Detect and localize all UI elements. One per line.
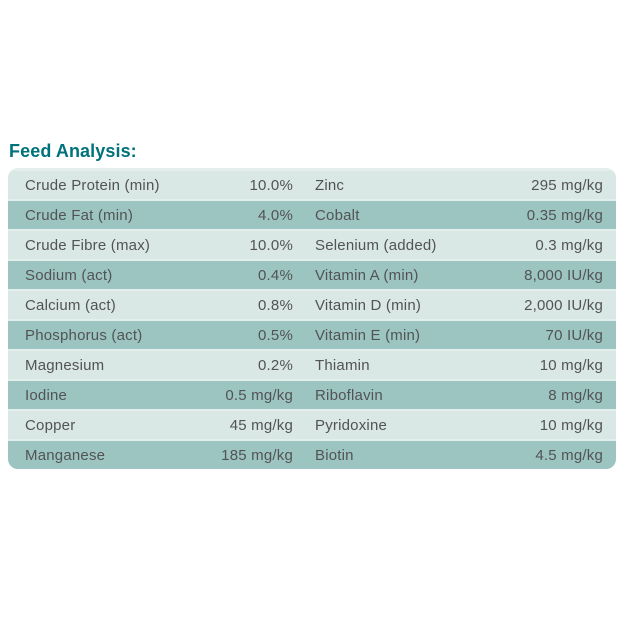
nutrient-value: 70 IU/kg [545, 326, 603, 344]
nutrient-value: 0.3 mg/kg [535, 236, 603, 254]
table-row: Manganese 185 mg/kg Biotin 4.5 mg/kg [8, 441, 616, 469]
nutrient-value: 45 mg/kg [229, 416, 293, 434]
table-row: Magnesium 0.2% Thiamin 10 mg/kg [8, 351, 616, 379]
nutrient-value: 185 mg/kg [221, 446, 293, 464]
nutrient-value: 2,000 IU/kg [524, 296, 603, 314]
nutrient-label: Cobalt [315, 206, 360, 224]
nutrient-label: Pyridoxine [315, 416, 388, 434]
nutrient-value: 4.5 mg/kg [535, 446, 603, 464]
nutrient-value: 8,000 IU/kg [524, 266, 603, 284]
nutrient-value: 10 mg/kg [539, 416, 603, 434]
nutrient-label: Zinc [315, 176, 345, 194]
nutrient-label: Iodine [25, 386, 68, 404]
nutrient-label: Vitamin D (min) [315, 296, 422, 314]
table-row: Crude Fat (min) 4.0% Cobalt 0.35 mg/kg [8, 201, 616, 229]
nutrient-value: 10 mg/kg [539, 356, 603, 374]
nutrient-label: Riboflavin [315, 386, 383, 404]
nutrient-value: 0.8% [258, 296, 293, 314]
table-row: Iodine 0.5 mg/kg Riboflavin 8 mg/kg [8, 381, 616, 409]
nutrient-value: 0.35 mg/kg [526, 206, 603, 224]
nutrient-label: Thiamin [315, 356, 370, 374]
nutrient-value: 8 mg/kg [548, 386, 603, 404]
nutrient-label: Biotin [315, 446, 354, 464]
feed-analysis-title: Feed Analysis: [9, 141, 137, 161]
nutrient-value: 10.0% [249, 176, 293, 194]
table-row: Copper 45 mg/kg Pyridoxine 10 mg/kg [8, 411, 616, 439]
nutrient-label: Sodium (act) [25, 266, 113, 284]
nutrient-value: 4.0% [258, 206, 293, 224]
table-row: Crude Protein (min) 10.0% Zinc 295 mg/kg [8, 171, 616, 199]
nutrient-label: Crude Fibre (max) [25, 236, 151, 254]
table-row: Phosphorus (act) 0.5% Vitamin E (min) 70… [8, 321, 616, 349]
nutrient-value: 0.2% [258, 356, 293, 374]
nutrient-value: 0.5% [258, 326, 293, 344]
nutrient-value: 0.5 mg/kg [225, 386, 293, 404]
nutrient-label: Manganese [25, 446, 106, 464]
nutrient-label: Vitamin A (min) [315, 266, 419, 284]
nutrient-label: Crude Protein (min) [25, 176, 160, 194]
nutrient-value: 10.0% [249, 236, 293, 254]
nutrient-value: 295 mg/kg [531, 176, 603, 194]
table-row: Sodium (act) 0.4% Vitamin A (min) 8,000 … [8, 261, 616, 289]
nutrient-label: Selenium (added) [315, 236, 437, 254]
nutrient-label: Vitamin E (min) [315, 326, 421, 344]
table-row: Calcium (act) 0.8% Vitamin D (min) 2,000… [8, 291, 616, 319]
feed-analysis-table: Crude Protein (min) 10.0% Zinc 295 mg/kg… [8, 168, 616, 469]
nutrient-value: 0.4% [258, 266, 293, 284]
nutrient-label: Phosphorus (act) [25, 326, 143, 344]
nutrient-label: Crude Fat (min) [25, 206, 134, 224]
table-row: Crude Fibre (max) 10.0% Selenium (added)… [8, 231, 616, 259]
nutrient-label: Magnesium [25, 356, 105, 374]
nutrient-label: Calcium (act) [25, 296, 116, 314]
nutrient-label: Copper [25, 416, 76, 434]
